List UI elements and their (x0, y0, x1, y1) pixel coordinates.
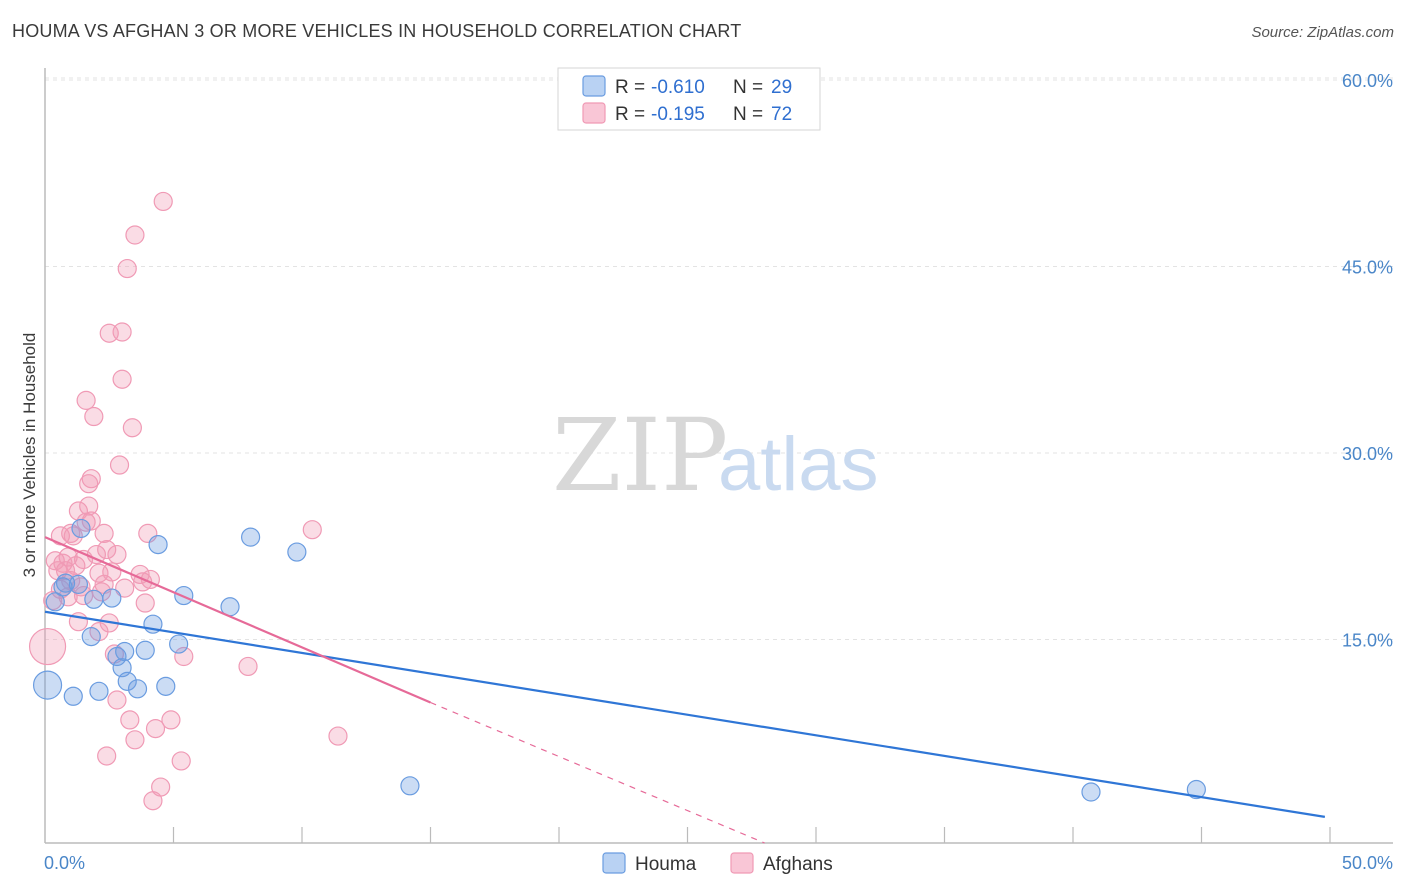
legend-swatch-afghans (582, 102, 606, 124)
x-axis-ticks (172, 827, 1331, 843)
afghans-point (161, 710, 181, 730)
legend-afghans-r-value: -0.195 (651, 104, 705, 125)
afghans-point (63, 526, 83, 546)
afghans-point (153, 191, 173, 212)
bottom-legend: Houma Afghans (602, 852, 833, 875)
legend-houma-n-value: 29 (771, 77, 792, 98)
legend-afghans-n-value: 72 (771, 104, 792, 125)
afghans-trendline-extension (430, 701, 765, 844)
houma-point (127, 679, 148, 699)
houma-point (71, 518, 91, 539)
afghans-point (28, 627, 67, 666)
houma-point (102, 588, 122, 608)
houma-point (81, 627, 101, 647)
houma-trendline (44, 610, 1326, 818)
legend-houma-r-label: R = (615, 77, 645, 98)
houma-point (32, 670, 63, 700)
legend-swatch-houma (582, 75, 606, 97)
houma-point (1186, 779, 1206, 800)
trendlines (44, 536, 1326, 844)
afghans-point (81, 469, 101, 489)
legend-houma-n-label: N = (733, 77, 763, 98)
houma-point (148, 534, 168, 555)
watermark-atlas: atlas (718, 422, 879, 507)
houma-point (169, 634, 189, 654)
afghans-point (115, 578, 135, 598)
houma-point (117, 671, 137, 691)
afghans-point (125, 730, 145, 750)
houma-point (63, 686, 83, 706)
afghans-point (73, 585, 94, 606)
chart-title: HOUMA VS AFGHAN 3 OR MORE VEHICLES IN HO… (12, 21, 742, 41)
afghans-point (112, 369, 132, 389)
afghans-point (112, 322, 132, 342)
afghans-point (61, 523, 81, 544)
afghans-point (151, 777, 171, 797)
afghans-point (109, 455, 130, 475)
y-tick-label: 15.0% (1342, 631, 1393, 651)
grid-lines (45, 77, 1393, 640)
houma-point (156, 676, 176, 696)
afghans-point (66, 556, 86, 576)
bottom-legend-swatch-houma (602, 852, 626, 874)
afghans-point (84, 406, 104, 427)
houma-point (89, 681, 109, 701)
afghans-point (135, 593, 155, 613)
houma-point (84, 589, 104, 609)
y-tick-label: 30.0% (1342, 444, 1393, 464)
afghans-point (81, 511, 101, 531)
afghans-point (238, 656, 258, 677)
afghans-trendline (44, 536, 431, 704)
y-axis-label: 3 or more Vehicles in Household (20, 333, 39, 578)
afghans-point (302, 520, 322, 540)
houma-point (135, 640, 155, 660)
houma-point (115, 641, 135, 662)
houma-points (32, 518, 1206, 802)
houma-point (287, 542, 307, 562)
houma-point (68, 574, 89, 594)
afghans-point (94, 523, 114, 544)
legend-afghans-n-label: N = (733, 104, 763, 125)
bottom-legend-afghans: Afghans (763, 854, 833, 875)
afghans-point (107, 690, 127, 710)
afghans-point (117, 258, 137, 279)
afghans-point (328, 726, 348, 746)
afghans-point (171, 751, 191, 771)
chart-source: Source: ZipAtlas.com (1251, 24, 1394, 41)
afghans-point (97, 539, 117, 560)
houma-point (45, 592, 65, 612)
bottom-legend-swatch-afghans (730, 852, 754, 874)
y-tick-labels: 15.0% 30.0% 45.0% 60.0% (1342, 71, 1393, 651)
afghans-point (76, 390, 96, 410)
houma-point (241, 527, 261, 547)
afghans-points (28, 191, 348, 811)
x-tick-label-min: 0.0% (44, 853, 85, 873)
afghans-point (125, 225, 145, 245)
afghans-point (145, 719, 166, 739)
bottom-legend-houma: Houma (635, 854, 697, 875)
houma-point (1081, 782, 1101, 802)
afghans-point (122, 418, 142, 438)
afghans-point (120, 710, 140, 730)
afghans-point (174, 646, 194, 667)
watermark-zip: ZIP (552, 397, 728, 514)
afghans-point (91, 582, 112, 602)
y-tick-label: 60.0% (1342, 71, 1393, 91)
afghans-point (79, 474, 99, 494)
afghans-point (79, 496, 99, 516)
y-tick-label: 45.0% (1342, 258, 1393, 278)
houma-point (400, 776, 420, 796)
afghans-point (97, 746, 117, 766)
legend-houma-r-value: -0.610 (651, 77, 705, 98)
legend-afghans-r-label: R = (615, 104, 645, 125)
x-tick-label-max: 50.0% (1342, 853, 1393, 873)
legend: R = -0.610 N = 29 R = -0.195 N = 72 (557, 67, 821, 131)
afghans-point (107, 544, 127, 565)
